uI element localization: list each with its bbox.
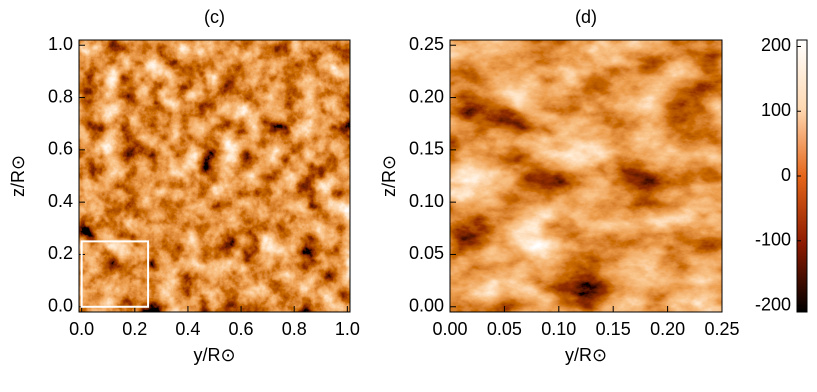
x-axis-label: y/R⊙ [565,345,607,365]
panel-title: (d) [575,7,597,27]
heatmap-image [450,40,722,312]
x-tick-label: 0.05 [487,319,522,339]
plot-frame [449,39,723,313]
y-axis-label: z/R⊙ [8,155,28,197]
colorbar-tick-label: -200 [755,294,791,314]
y-tick-label: 0.2 [48,243,73,263]
x-tick-label: 0.8 [282,319,307,339]
y-tick-label: 0.4 [48,191,73,211]
x-tick-label: 0.00 [432,319,467,339]
x-axis-label: y/R⊙ [193,345,235,365]
x-tick-label: 0.25 [704,319,739,339]
x-tick-label: 0.4 [175,319,200,339]
y-tick-label: 0.05 [409,243,444,263]
y-tick-label: 0.00 [409,296,444,316]
x-tick-label: 0.10 [541,319,576,339]
y-tick-label: 0.6 [48,139,73,159]
y-tick-label: 0.0 [48,296,73,316]
plot-frame [78,39,351,313]
y-tick-label: 0.25 [409,34,444,54]
heatmap-image [79,40,350,312]
x-tick-label: 1.0 [335,319,360,339]
x-tick-label: 0.20 [650,319,685,339]
x-tick-label: 0.6 [229,319,254,339]
highlight-box [80,240,150,308]
colorbar-tick-label: 100 [761,100,791,120]
x-tick-label: 0.15 [596,319,631,339]
x-tick-label: 0.2 [122,319,147,339]
colorbar-tick-label: 0 [781,165,791,185]
y-tick-label: 1.0 [48,34,73,54]
x-tick-label: 0.0 [69,319,94,339]
colorbar-tick-label: -100 [755,230,791,250]
y-axis-label: z/R⊙ [379,155,399,197]
panel-title: (c) [204,7,225,27]
y-tick-label: 0.8 [48,86,73,106]
colorbar-tick-label: 200 [761,35,791,55]
y-tick-label: 0.10 [409,191,444,211]
y-tick-label: 0.20 [409,86,444,106]
y-tick-label: 0.15 [409,139,444,159]
